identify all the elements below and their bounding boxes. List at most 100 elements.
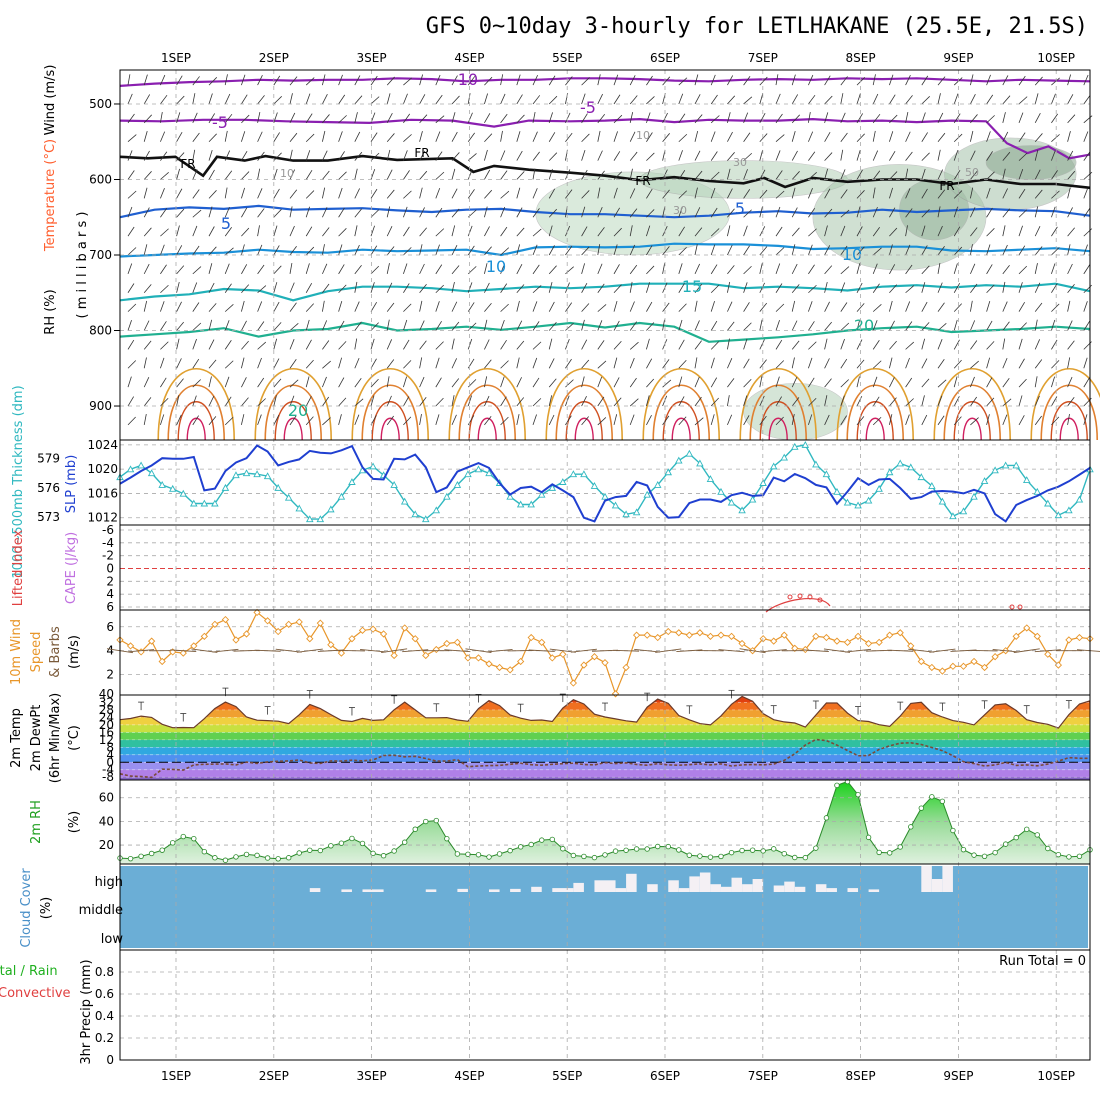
wind-barb [694,300,698,312]
rh-point [971,852,977,858]
wind-speed-point [411,635,419,643]
slp-line [119,444,1091,523]
wind-barb [208,319,213,331]
wind-barb [889,284,898,294]
wind-barb [354,281,358,293]
wind-barb [484,169,491,180]
precip-tick-label: 0.8 [95,965,114,979]
rh-point [528,841,534,848]
thickness-point [1044,499,1052,507]
wind-barb [727,378,735,388]
wind-barb [403,263,408,275]
wind-barb [176,112,181,123]
wind-barb [1034,359,1043,369]
cloud-gap [626,873,637,892]
surface-temp-contour [177,401,215,441]
wind-barb [370,265,380,275]
wind-speed-point [327,641,335,649]
wind-barb [824,75,831,86]
wind-barb [581,396,587,407]
wind-barb [1034,395,1040,407]
wind-barb [662,415,670,426]
wind-barb [921,301,928,312]
wind-barb [1034,263,1038,274]
wind-barb [338,300,343,312]
cloud-gap [731,877,743,892]
thickness-point [390,481,398,488]
wind-barb [986,187,991,199]
wind-barb [727,414,733,426]
wind-barb [905,357,910,369]
wind-barb [484,76,493,86]
wind-barb [1067,396,1075,407]
thickness-point [590,481,599,489]
thickness-point [970,492,978,500]
wind-barb [338,228,347,237]
wind-barb [694,263,701,275]
wind-barb [257,75,263,86]
surface-temp-contour [574,417,594,441]
wind-speed-point [1044,650,1052,658]
wind-barb [516,320,523,331]
wind-barb [889,150,896,161]
wind-barb [710,94,718,105]
wind-speed-point [843,638,852,646]
wind-barb [727,168,731,180]
wind-barb [613,414,618,425]
wind-barb [338,94,346,105]
wind-barb [597,150,603,161]
wind-barb [1034,93,1039,105]
wind-barb [986,228,995,237]
wind-barb [305,190,315,199]
rh-point [802,854,809,861]
rh-point [560,846,566,852]
wind-barb [565,169,571,180]
wind-barb [1067,114,1076,124]
wind-barb [419,300,423,312]
wind-barb [127,93,133,105]
wind-barb [1083,228,1093,237]
rh-point [212,855,218,861]
wind-barb [791,114,800,124]
surface-temp-contour [642,368,721,441]
wind-barb [322,187,326,199]
temp-band [120,717,1090,725]
wind-barb [1018,301,1026,312]
surface-wind-barb [507,649,534,652]
cape-point [807,594,813,600]
wind-barb [419,131,423,142]
wind-speed-point [970,657,978,666]
wind-barb [759,169,766,180]
wind-barb [629,112,634,123]
wind-barb [581,359,590,369]
rh-point [929,794,935,800]
wind-speed-point [864,639,873,648]
wind-speed-point [517,657,525,666]
wind-barb [257,95,265,105]
wind-barb [629,398,639,407]
wind-speed-point [991,653,999,661]
wind-barb [646,301,653,312]
wind-speed-line [119,611,1091,696]
wind-speed-point [295,618,303,626]
surface-wind-barb [570,648,597,653]
wind-barb [532,151,540,161]
contour-label-fr: FR [414,146,429,160]
wind-barb [289,132,298,142]
wind-barb [597,340,605,350]
thickness-point [706,475,715,483]
ylabel-10m-wind: 10m Wind [9,619,24,685]
wind-barb [970,244,973,256]
wind-barb [743,265,752,275]
thickness-point [959,507,968,515]
wind-barb [856,303,865,312]
wind-barb [160,208,168,218]
rh-point [170,840,176,846]
ylabel-speed: Speed [29,632,44,673]
wind-barb [824,414,830,426]
wind-barb [905,244,911,256]
wind-barb [613,151,621,161]
wind-barb [743,245,750,256]
wind-barb [694,396,702,407]
surface-wind-barb [444,649,471,653]
